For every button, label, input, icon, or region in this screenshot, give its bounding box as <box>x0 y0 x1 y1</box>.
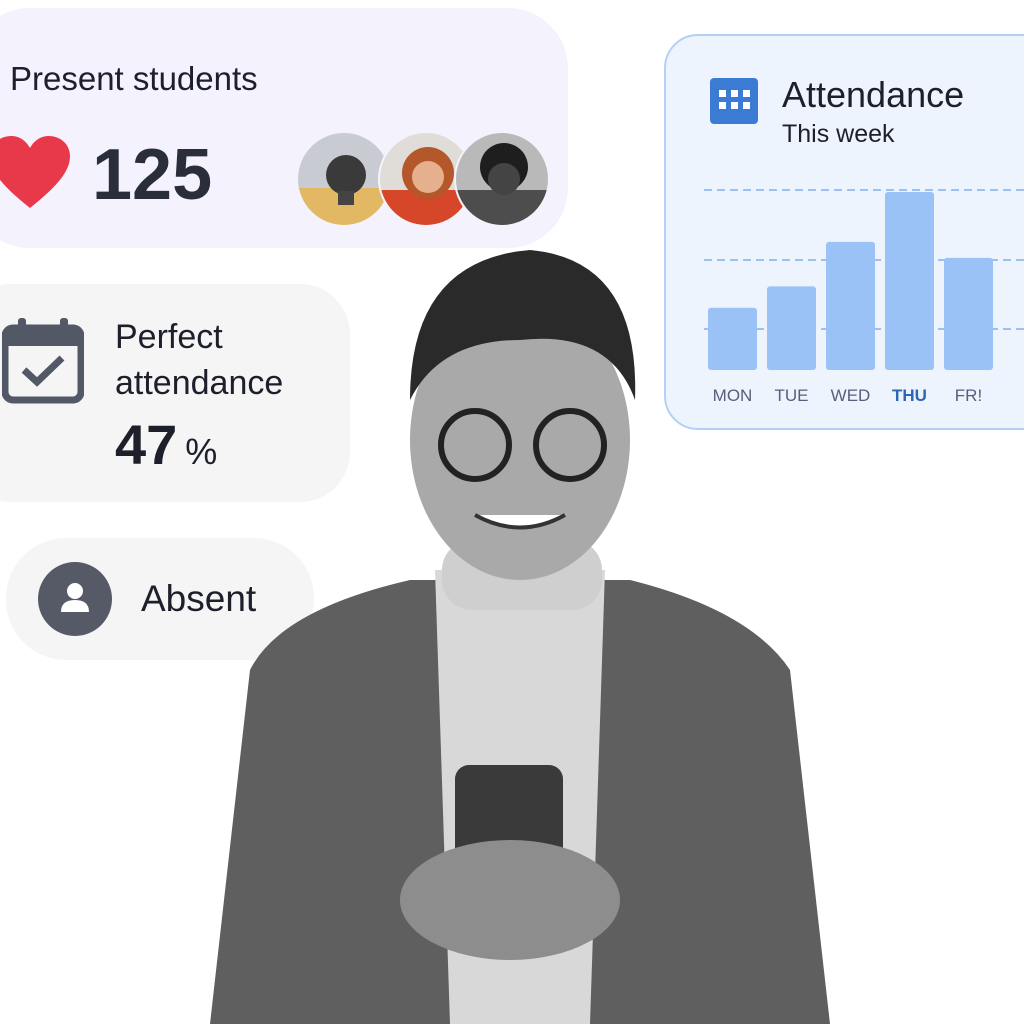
bar-fr! <box>944 257 993 370</box>
absent-label: Absent <box>141 578 257 619</box>
attendance-bar-chart: MON TUE WED THU FR! <box>704 189 1024 405</box>
bar-mon <box>708 307 757 370</box>
bar-wed <box>826 241 875 370</box>
heart-icon <box>0 136 70 208</box>
perfect-attendance-value: 47% <box>115 412 217 477</box>
present-count: 125 <box>92 135 213 215</box>
bar-thu <box>885 192 934 370</box>
person-photo <box>210 250 830 1024</box>
value: 47 <box>115 413 178 476</box>
tick-label-wed: WED <box>831 386 871 405</box>
title-line-2: attendance <box>115 364 284 402</box>
tick-label-tue: TUE <box>775 386 809 405</box>
user-icon <box>38 562 112 636</box>
attendance-title: Attendance <box>782 74 965 115</box>
bar-tue <box>767 286 816 370</box>
calendar-icon <box>710 78 758 124</box>
title-line-1: Perfect <box>115 318 223 356</box>
tick-label-fr!: FR! <box>955 386 982 405</box>
present-students-card: Present students 125 <box>0 8 568 248</box>
present-students-title: Present students <box>10 60 258 97</box>
avatar <box>454 131 550 227</box>
attendance-subtitle: This week <box>782 120 895 148</box>
avatar <box>296 131 392 227</box>
perfect-attendance-title: Perfect attendance <box>115 314 283 406</box>
tick-label-mon: MON <box>713 386 753 405</box>
perfect-attendance-card: Perfect attendance 47% <box>0 284 350 502</box>
unit: % <box>185 431 218 472</box>
absent-button[interactable]: Absent <box>6 538 314 660</box>
attendance-chart-card: Attendance This week MON TUE WED THU FR! <box>664 34 1024 430</box>
calendar-check-icon <box>2 318 84 404</box>
tick-label-thu: THU <box>892 386 927 405</box>
